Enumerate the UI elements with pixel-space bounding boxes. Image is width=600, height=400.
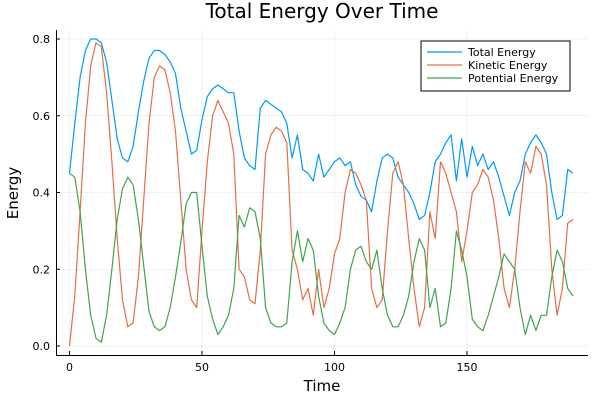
legend-box <box>420 40 571 92</box>
x-tick-label: 50 <box>195 361 209 374</box>
ticks: 0 50 100 150 0.0 0.2 0.4 0.6 0.8 <box>33 33 478 374</box>
legend-label: Total Energy <box>467 46 536 59</box>
y-tick-label: 0.2 <box>33 263 51 276</box>
y-tick-label: 0.4 <box>33 187 51 200</box>
y-axis-title: Energy <box>4 167 22 220</box>
chart-title: Total Energy Over Time <box>205 0 439 23</box>
series-line-potential-energy <box>69 172 574 343</box>
series-group <box>68 38 574 347</box>
series-line-total-energy <box>68 38 574 220</box>
x-tick-label: 0 <box>66 361 73 374</box>
y-tick-label: 0.8 <box>33 33 51 46</box>
y-tick-label: 0.6 <box>33 110 51 123</box>
x-axis-title: Time <box>303 377 341 395</box>
y-tick-label: 0.0 <box>33 340 51 353</box>
legend-label: Potential Energy <box>468 72 559 85</box>
series-line-kinetic-energy <box>68 42 574 347</box>
x-tick-label: 150 <box>457 361 478 374</box>
legend-label: Kinetic Energy <box>468 59 548 72</box>
x-tick-label: 100 <box>324 361 345 374</box>
